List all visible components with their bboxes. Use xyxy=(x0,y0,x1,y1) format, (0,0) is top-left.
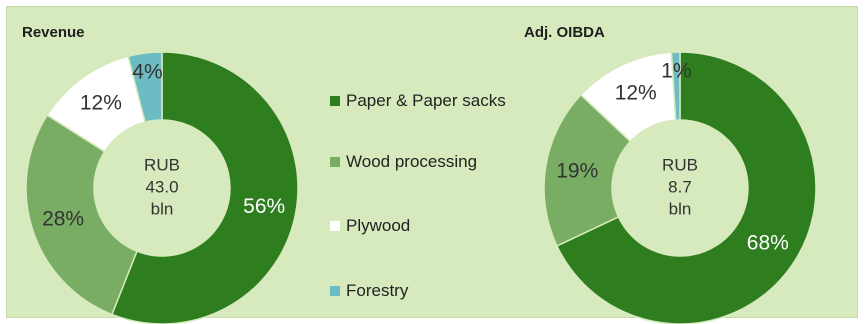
legend-item-wood: Wood processing xyxy=(330,152,477,172)
legend-label-paper: Paper & Paper sacks xyxy=(346,91,506,110)
oibda-slice-1 xyxy=(543,93,632,247)
oibda-slice-0 xyxy=(555,51,817,324)
legend-label-wood: Wood processing xyxy=(346,152,478,171)
legend-item-plywood: Plywood xyxy=(330,216,410,236)
legend-item-forestry: Forestry xyxy=(330,281,408,301)
revenue-center-label-0: RUB xyxy=(144,155,180,174)
oibda-slice-3 xyxy=(670,51,681,121)
legend-label-forestry: Forestry xyxy=(346,281,409,300)
revenue-slice-1 xyxy=(25,114,138,316)
oibda-value-label-2: 12% xyxy=(615,81,657,104)
legend-item-paper: Paper & Paper sacks xyxy=(330,91,506,111)
revenue-chart-title: Revenue xyxy=(22,24,85,41)
oibda-center-label-2: bln xyxy=(669,199,692,218)
legend-swatch-wood xyxy=(330,157,340,167)
oibda-donut-hole xyxy=(612,120,748,256)
oibda-center-label-1: 8.7 xyxy=(668,177,692,196)
oibda-chart-title: Adj. OIBDA xyxy=(524,24,605,41)
revenue-center-label-2: bln xyxy=(151,199,174,218)
revenue-donut-hole xyxy=(94,120,230,256)
revenue-value-label-2: 12% xyxy=(80,91,122,114)
revenue-slice-3 xyxy=(127,51,163,124)
revenue-value-label-0: 56% xyxy=(243,195,285,218)
oibda-value-label-1: 19% xyxy=(556,159,598,182)
oibda-value-label-3: 1% xyxy=(661,60,691,83)
revenue-value-label-3: 4% xyxy=(132,60,162,83)
legend-swatch-forestry xyxy=(330,286,340,296)
revenue-value-label-1: 28% xyxy=(42,208,84,231)
oibda-center-label-0: RUB xyxy=(662,155,698,174)
legend-swatch-plywood xyxy=(330,221,340,231)
revenue-center-label-1: 43.0 xyxy=(145,177,178,196)
legend-swatch-paper xyxy=(330,96,340,106)
oibda-value-label-0: 68% xyxy=(747,231,789,254)
legend-label-plywood: Plywood xyxy=(346,216,411,235)
